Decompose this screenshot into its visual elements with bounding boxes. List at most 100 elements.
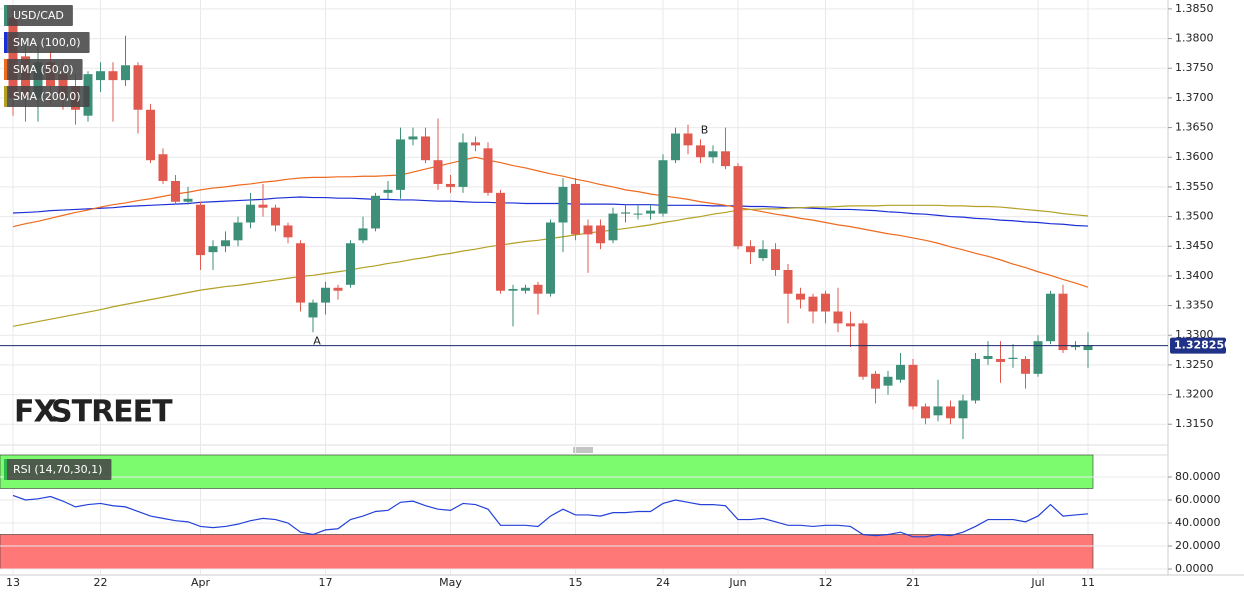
- candle-body: [508, 288, 518, 291]
- candle-body: [471, 142, 480, 146]
- candle-body: [8, 17, 18, 98]
- x-tick-label: Jul: [1030, 576, 1044, 589]
- legend-label: SMA (50,0): [13, 63, 74, 76]
- candle-body: [946, 406, 955, 419]
- watermark: FX: [14, 395, 56, 430]
- candle-body: [358, 228, 368, 241]
- candle-body: [271, 207, 280, 226]
- candle-body: [483, 148, 493, 193]
- candle-body: [721, 151, 730, 167]
- candle-body: [396, 139, 405, 190]
- candle-body: [183, 198, 193, 202]
- x-tick-label: 17: [319, 576, 333, 589]
- candle-body: [833, 311, 843, 324]
- candle-body: [133, 65, 143, 110]
- y-tick-label: 1.3650: [1175, 121, 1214, 134]
- x-tick-label: 12: [819, 576, 833, 589]
- candle-body: [658, 160, 668, 214]
- legend-swatch: [4, 5, 7, 26]
- candle-body: [733, 166, 743, 247]
- legend-item: USD/CAD: [4, 5, 73, 26]
- candle-body: [821, 293, 830, 312]
- rsi-band: [0, 454, 1094, 489]
- legend-item: SMA (50,0): [4, 59, 83, 80]
- candle-body: [871, 373, 880, 389]
- candle-body: [333, 287, 343, 291]
- x-tick-label: 15: [569, 576, 583, 589]
- legend-box: [4, 59, 83, 80]
- candle-body: [933, 406, 943, 416]
- x-tick-label: 11: [1081, 576, 1095, 589]
- candle-body: [958, 400, 968, 419]
- rsi-band: [0, 534, 1094, 570]
- x-tick-label: 22: [94, 576, 108, 589]
- x-tick-label: 21: [906, 576, 920, 589]
- candle-body: [921, 406, 930, 419]
- legend-label: USD/CAD: [13, 9, 64, 22]
- candle-body: [621, 212, 630, 214]
- y-tick-label: 0.0000: [1175, 562, 1214, 575]
- y-tick-label: 20.0000: [1175, 539, 1221, 552]
- legend-box: [4, 459, 112, 480]
- legend-item: SMA (200,0): [4, 86, 90, 107]
- candle-body: [1033, 341, 1043, 374]
- y-tick-label: 40.0000: [1175, 516, 1221, 529]
- annotation: A: [313, 334, 321, 347]
- candle-body: [521, 287, 530, 291]
- watermark: STREET: [51, 395, 173, 430]
- candle-body: [258, 204, 268, 208]
- legend-box: [4, 86, 90, 107]
- candle-body: [408, 136, 418, 140]
- candle-body: [546, 222, 555, 294]
- y-tick-label: 1.3800: [1175, 32, 1214, 45]
- candle-body: [683, 133, 693, 146]
- candle-body: [796, 293, 805, 300]
- last-price-label: 1.328250: [1174, 339, 1232, 352]
- candle-body: [883, 376, 893, 386]
- candle-body: [346, 243, 355, 285]
- y-tick-label: 1.3700: [1175, 91, 1214, 104]
- y-tick-label: 1.3600: [1175, 150, 1214, 163]
- candle-body: [1008, 357, 1018, 359]
- candle-body: [908, 364, 918, 407]
- legend-swatch: [4, 459, 7, 480]
- y-tick-label: 1.3750: [1175, 61, 1214, 74]
- line-series: [12, 494, 1089, 538]
- legend-box: [4, 32, 90, 53]
- candle-body: [1046, 293, 1055, 342]
- y-tick-label: 1.3250: [1175, 358, 1214, 371]
- y-tick-label: 1.3500: [1175, 210, 1214, 223]
- legend-box: [4, 5, 73, 26]
- candle-body: [783, 269, 793, 294]
- candle-body: [108, 71, 118, 81]
- candle-body: [971, 358, 980, 401]
- candle-body: [771, 249, 780, 270]
- candle-body: [208, 246, 218, 253]
- candle-body: [746, 246, 755, 253]
- candle-body: [158, 154, 168, 181]
- legend-item: SMA (100,0): [4, 32, 90, 53]
- y-tick-label: 1.3150: [1175, 417, 1214, 430]
- y-tick-label: 1.3850: [1175, 2, 1214, 15]
- y-tick-label: 60.0000: [1175, 493, 1221, 506]
- candle-body: [846, 323, 855, 327]
- candle-body: [1071, 345, 1080, 348]
- candle-body: [371, 195, 380, 229]
- candle-body: [321, 287, 330, 303]
- legend-label: SMA (100,0): [13, 36, 81, 49]
- candle-body: [433, 160, 443, 184]
- candle-body: [446, 183, 455, 187]
- candle-body: [458, 142, 468, 187]
- candle-body: [121, 65, 130, 81]
- candle-body: [858, 323, 868, 377]
- last-price-box: [1170, 337, 1226, 354]
- candle-body: [221, 240, 230, 247]
- candle-body: [421, 136, 430, 161]
- line-series: [12, 156, 1089, 288]
- candle-body: [383, 189, 393, 193]
- candle-body: [808, 296, 818, 312]
- candle-body: [608, 213, 618, 241]
- candle-body: [1058, 293, 1068, 351]
- y-tick-label: 1.3200: [1175, 388, 1214, 401]
